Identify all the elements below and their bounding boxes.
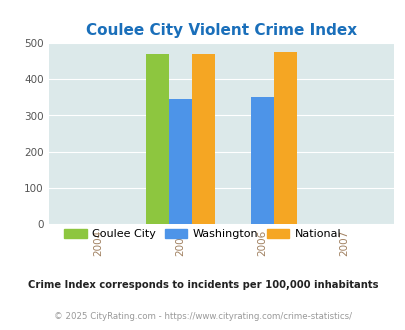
Bar [145, 54, 168, 224]
Bar [191, 54, 214, 224]
Text: Crime Index corresponds to incidents per 100,000 inhabitants: Crime Index corresponds to incidents per… [28, 280, 377, 290]
Bar [250, 97, 273, 224]
Bar [168, 99, 191, 224]
Title: Coulee City Violent Crime Index: Coulee City Violent Crime Index [85, 22, 356, 38]
Bar [273, 52, 296, 224]
Legend: Coulee City, Washington, National: Coulee City, Washington, National [60, 224, 345, 244]
Text: © 2025 CityRating.com - https://www.cityrating.com/crime-statistics/: © 2025 CityRating.com - https://www.city… [54, 312, 351, 321]
